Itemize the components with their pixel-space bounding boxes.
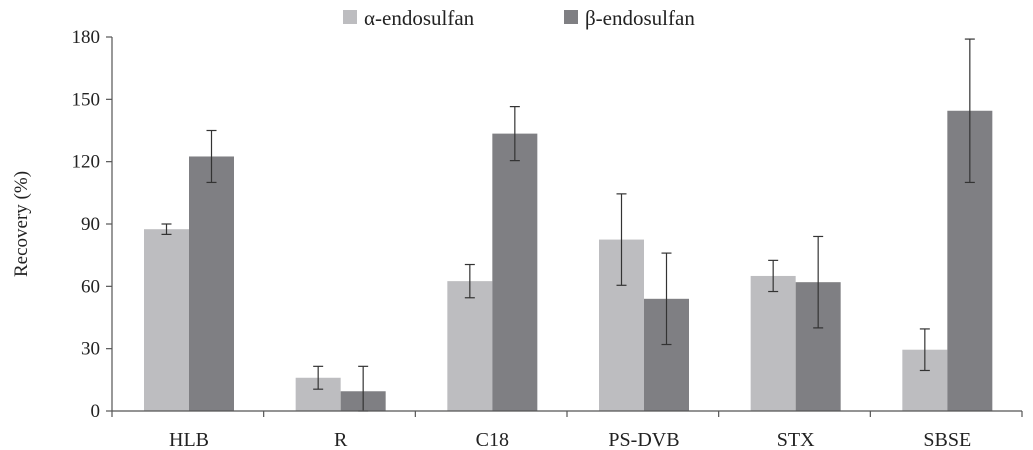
x-tick-label-hlb: HLB: [169, 429, 209, 450]
bar-stx-series-0: [750, 275, 796, 411]
legend-swatch-alpha-endosulfan: [343, 10, 357, 24]
y-tick-label-0: 0: [91, 401, 101, 422]
legend: α-endosulfan β-endosulfan: [343, 6, 695, 30]
bar-hlb-series-0: [144, 229, 189, 411]
y-tick-label-150: 150: [72, 89, 101, 110]
legend-label-beta-endosulfan: β-endosulfan: [585, 6, 695, 30]
plot-area: HLB R C18 PS-DVB STX SBSE 0 30 60 90 120 150 180: [72, 27, 1023, 450]
y-axis-title: Recovery (%): [11, 171, 32, 277]
x-tick-label-r: R: [334, 429, 348, 450]
legend-label-alpha-endosulfan: α-endosulfan: [364, 6, 475, 30]
legend-swatch-beta-endosulfan: [564, 10, 578, 24]
bar-c18-series-0: [447, 281, 493, 411]
x-tick-label-sbse: SBSE: [923, 429, 971, 450]
y-tick-label-120: 120: [72, 152, 101, 173]
y-tick-label-60: 60: [81, 276, 100, 297]
y-tick-label-90: 90: [81, 214, 100, 235]
x-tick-label-stx: STX: [777, 429, 815, 450]
y-tick-label-180: 180: [72, 27, 101, 48]
y-tick-label-30: 30: [81, 339, 100, 360]
bar-c18-series-1: [492, 133, 538, 411]
x-tick-label-c18: C18: [476, 429, 509, 450]
x-tick-label-ps-dvb: PS-DVB: [608, 429, 679, 450]
bar-hlb-series-1: [189, 156, 234, 411]
